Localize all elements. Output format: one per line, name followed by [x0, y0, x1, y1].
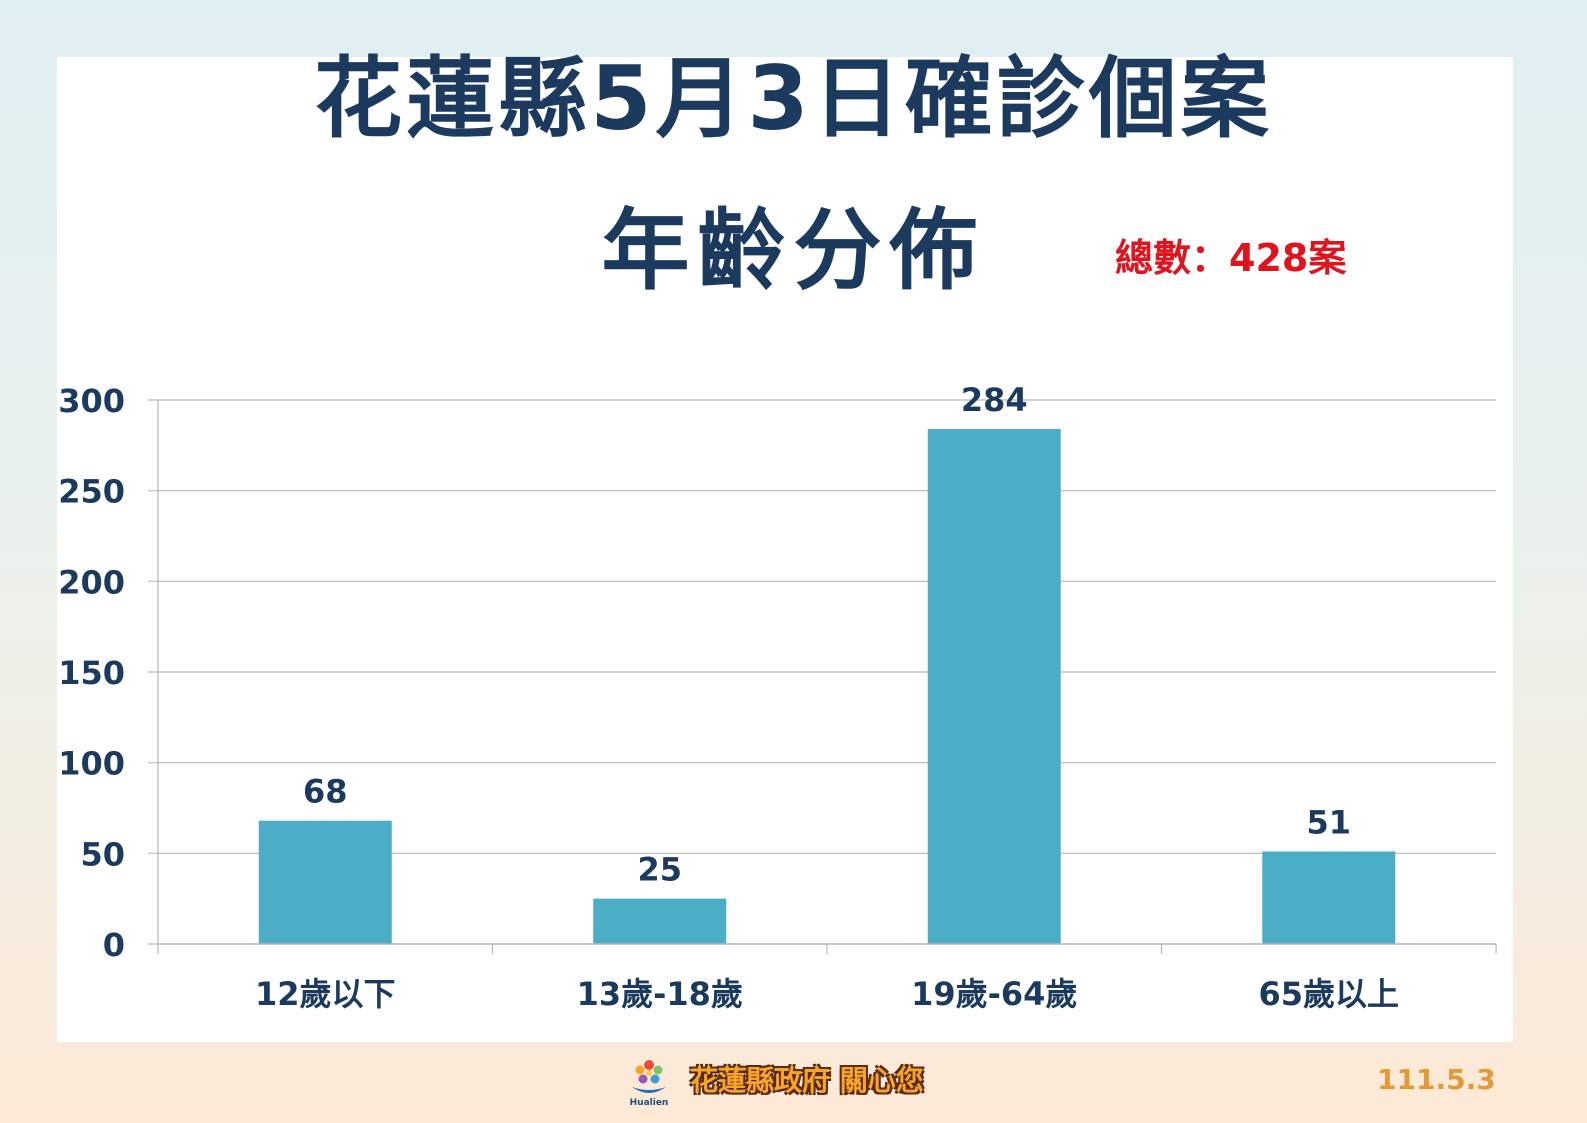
y-tick-label: 100 [58, 745, 125, 783]
y-tick-label: 50 [80, 835, 125, 873]
chart-title: 花蓮縣5月3日確診個案 [314, 47, 1273, 150]
footer-slogan: 花蓮縣政府 關心您 [690, 1064, 924, 1097]
bar [593, 898, 727, 944]
bar [1262, 851, 1396, 944]
data-label: 284 [961, 381, 1028, 419]
y-tick-label: 200 [58, 563, 125, 601]
data-label: 51 [1306, 804, 1351, 842]
x-tick-label: 65歲以上 [1258, 975, 1399, 1013]
y-tick-label: 0 [103, 926, 125, 964]
footer-date: 111.5.3 [1377, 1063, 1496, 1096]
data-label: 68 [303, 773, 348, 811]
y-tick-label: 250 [58, 473, 125, 511]
y-tick-label: 150 [58, 654, 125, 692]
hualien-logo-icon: Hualien [630, 1060, 669, 1107]
bar [927, 429, 1061, 945]
y-tick-label: 300 [58, 382, 125, 420]
total-cases-label: 總數：428案 [1115, 236, 1347, 280]
data-label: 25 [637, 851, 682, 889]
logo-text: Hualien [630, 1098, 669, 1107]
x-tick-label: 12歲以下 [255, 975, 396, 1013]
chart-subtitle: 年齡分佈 [601, 199, 986, 302]
x-tick-label: 19歲-64歲 [911, 975, 1077, 1013]
x-tick-label: 13歲-18歲 [577, 975, 743, 1013]
bar [258, 820, 392, 944]
